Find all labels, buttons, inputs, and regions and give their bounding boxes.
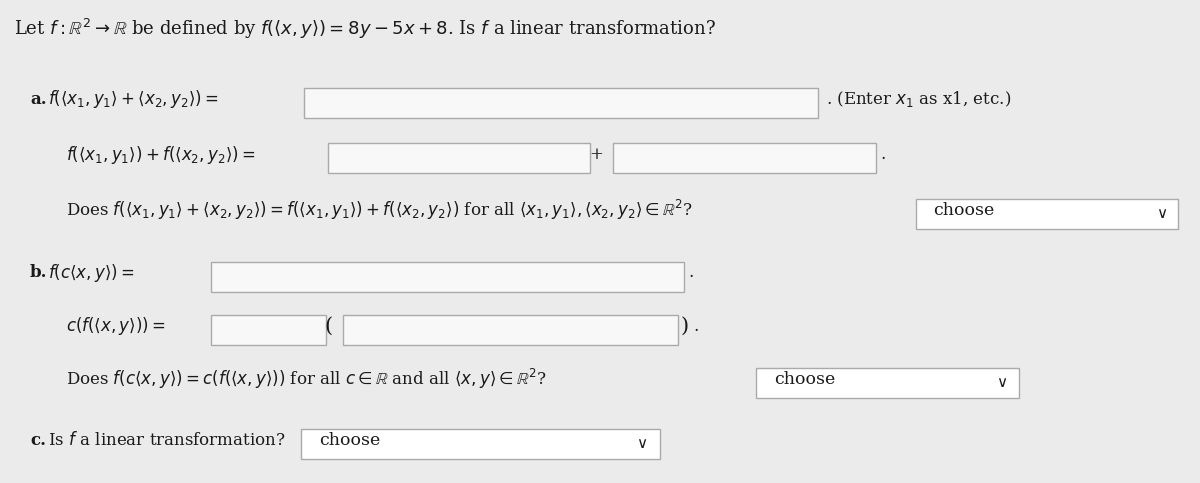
Text: Is $f$ a linear transformation?: Is $f$ a linear transformation? xyxy=(48,431,286,450)
Text: .: . xyxy=(881,146,886,163)
Text: . (Enter $x_1$ as x1, etc.): . (Enter $x_1$ as x1, etc.) xyxy=(826,89,1010,109)
Text: ∨: ∨ xyxy=(1156,207,1166,221)
Text: ∨: ∨ xyxy=(996,376,1007,390)
FancyBboxPatch shape xyxy=(211,315,326,345)
Text: b.: b. xyxy=(30,264,48,282)
Text: $f(c\langle x, y\rangle) =$: $f(c\langle x, y\rangle) =$ xyxy=(48,262,134,284)
FancyBboxPatch shape xyxy=(756,368,1019,398)
FancyBboxPatch shape xyxy=(304,88,818,118)
Text: $f(\langle x_1, y_1\rangle + \langle x_2, y_2\rangle) =$: $f(\langle x_1, y_1\rangle + \langle x_2… xyxy=(48,88,218,110)
Text: .: . xyxy=(689,264,694,282)
Text: .: . xyxy=(694,317,698,335)
FancyBboxPatch shape xyxy=(343,315,678,345)
Text: $f(\langle x_1, y_1\rangle) + f(\langle x_2, y_2\rangle) =$: $f(\langle x_1, y_1\rangle) + f(\langle … xyxy=(66,143,256,166)
FancyBboxPatch shape xyxy=(301,429,660,459)
Text: a.: a. xyxy=(30,90,47,108)
FancyBboxPatch shape xyxy=(211,262,684,292)
FancyBboxPatch shape xyxy=(916,199,1178,229)
Text: +: + xyxy=(589,146,604,163)
Text: Let $f : \mathbb{R}^2 \to \mathbb{R}$ be defined by $f(\langle x, y\rangle) = 8y: Let $f : \mathbb{R}^2 \to \mathbb{R}$ be… xyxy=(14,17,716,41)
Text: Does $f(c\langle x, y\rangle) = c(f(\langle x, y\rangle))$ for all $c \in \mathb: Does $f(c\langle x, y\rangle) = c(f(\lan… xyxy=(66,367,547,391)
Text: choose: choose xyxy=(934,201,995,219)
Text: choose: choose xyxy=(774,370,835,388)
Text: $c(f(\langle x, y\rangle)) =$: $c(f(\langle x, y\rangle)) =$ xyxy=(66,315,166,337)
Text: choose: choose xyxy=(319,432,380,449)
Text: c.: c. xyxy=(30,432,46,449)
Text: (: ( xyxy=(325,316,332,336)
Text: ): ) xyxy=(680,316,689,336)
FancyBboxPatch shape xyxy=(328,143,590,173)
Text: ∨: ∨ xyxy=(636,438,647,451)
Text: Does $f(\langle x_1, y_1\rangle + \langle x_2, y_2\rangle) = f(\langle x_1, y_1\: Does $f(\langle x_1, y_1\rangle + \langl… xyxy=(66,198,694,222)
FancyBboxPatch shape xyxy=(613,143,876,173)
